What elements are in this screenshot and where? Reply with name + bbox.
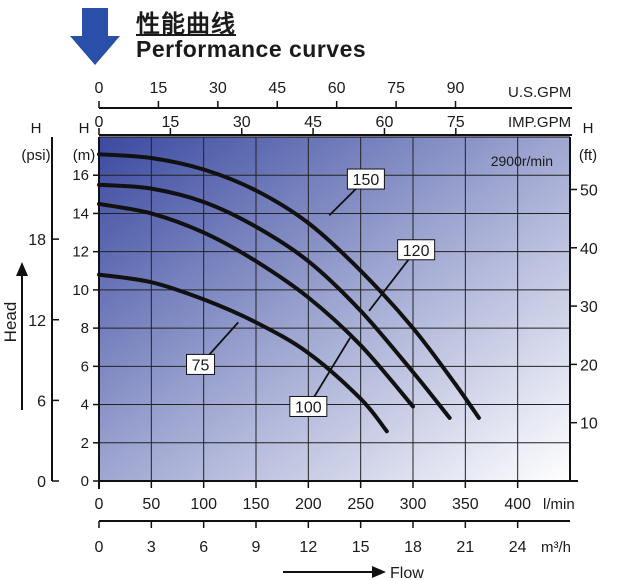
chart-title-cn: 性能曲线 — [136, 11, 236, 38]
x-tick-label-usgpm: 30 — [209, 80, 227, 97]
x-tick-label-m3h: 21 — [456, 539, 474, 556]
x-tick-label-m3h: 0 — [95, 539, 104, 556]
x-axis-m3h-unit: m³/h — [541, 539, 571, 556]
y-tick-label-psi: 0 — [37, 474, 46, 491]
y-tick-label-psi: 6 — [37, 393, 46, 410]
y-tick-label-m: 8 — [81, 320, 89, 337]
y-tick-label-m: 14 — [72, 205, 89, 222]
curve-150 — [97, 152, 481, 420]
y-tick-label-m: 16 — [72, 167, 89, 184]
curve-label-box-75 — [186, 353, 216, 375]
y-axis-head-label: Head — [1, 302, 20, 343]
y-axis-m-title-top: H — [79, 120, 90, 137]
y-tick-label-ft: 20 — [580, 357, 598, 374]
y-axis-m-title: (m) — [73, 147, 96, 164]
curve-label-box-150 — [346, 168, 385, 190]
y-tick-label-m: 12 — [72, 244, 89, 261]
x-tick-label-impgpm: 0 — [95, 114, 104, 131]
x-tick-label-lmin: 200 — [295, 496, 322, 513]
x-tick-label-lmin: 400 — [504, 496, 531, 513]
x-tick-label-impgpm: 60 — [376, 114, 394, 131]
chart-title-en: Performance curves — [136, 36, 367, 62]
x-tick-label-m3h: 15 — [352, 539, 370, 556]
x-tick-label-lmin: 100 — [190, 496, 217, 513]
head-arrow-icon — [16, 262, 28, 276]
y-tick-label-m: 10 — [72, 282, 89, 299]
x-tick-label-usgpm: 75 — [387, 80, 405, 97]
x-tick-label-lmin: 150 — [243, 496, 270, 513]
flow-arrow-icon — [372, 566, 386, 578]
y-axis-psi-title: (psi) — [21, 147, 50, 164]
leader-line-100 — [307, 337, 351, 407]
y-tick-label-ft: 30 — [580, 299, 598, 316]
x-tick-label-usgpm: 0 — [95, 80, 104, 97]
curve-label-100: 100 — [295, 399, 322, 416]
x-axis-usgpm-unit: U.S.GPM — [508, 84, 571, 101]
down-arrow-shape — [70, 8, 120, 65]
x-tick-label-lmin: 300 — [400, 496, 427, 513]
x-tick-label-usgpm: 15 — [150, 80, 168, 97]
y-axis-psi-title-top: H — [31, 120, 42, 137]
x-tick-label-lmin: 0 — [95, 496, 104, 513]
y-axis-ft-title-top: H — [583, 120, 594, 137]
curve-120 — [97, 182, 452, 420]
curve-75 — [97, 272, 389, 434]
y-tick-label-m: 6 — [81, 358, 89, 375]
y-axis-ft-title: (ft) — [579, 147, 597, 164]
x-tick-label-lmin: 350 — [452, 496, 479, 513]
speed-label: 2900r/min — [491, 153, 553, 169]
x-tick-label-usgpm: 90 — [447, 80, 465, 97]
x-tick-label-impgpm: 30 — [233, 114, 251, 131]
x-tick-label-m3h: 12 — [299, 539, 317, 556]
y-tick-label-m: 2 — [81, 435, 89, 452]
y-tick-label-ft: 50 — [580, 182, 598, 199]
curve-100 — [97, 201, 415, 409]
x-tick-label-usgpm: 45 — [268, 80, 286, 97]
x-tick-label-impgpm: 75 — [447, 114, 465, 131]
curve-label-150: 150 — [353, 172, 380, 189]
x-tick-label-lmin: 250 — [347, 496, 374, 513]
x-tick-label-impgpm: 45 — [304, 114, 322, 131]
curve-label-120: 120 — [403, 243, 430, 260]
x-tick-label-m3h: 6 — [199, 539, 208, 556]
y-tick-label-m: 4 — [81, 397, 89, 414]
x-tick-label-impgpm: 15 — [161, 114, 179, 131]
curve-label-75: 75 — [192, 357, 210, 374]
curve-label-box-100 — [289, 395, 328, 417]
x-tick-label-m3h: 3 — [147, 539, 156, 556]
x-tick-label-m3h: 9 — [252, 539, 261, 556]
y-tick-label-psi: 12 — [28, 313, 46, 330]
x-axis-lmin-unit: l/min — [543, 496, 575, 513]
x-tick-label-lmin: 50 — [142, 496, 160, 513]
down-arrow-icon — [68, 8, 122, 71]
y-tick-label-ft: 10 — [580, 416, 598, 433]
x-tick-label-m3h: 18 — [404, 539, 422, 556]
x-axis-flow-label: Flow — [390, 565, 424, 580]
x-axis-impgpm-unit: IMP.GPM — [508, 114, 571, 131]
y-tick-label-psi: 18 — [28, 232, 46, 249]
x-tick-label-usgpm: 60 — [328, 80, 346, 97]
plot-background — [99, 137, 570, 481]
curve-label-box-120 — [397, 239, 436, 261]
y-tick-label-ft: 40 — [580, 241, 598, 258]
x-tick-label-m3h: 24 — [509, 539, 527, 556]
y-tick-label-m: 0 — [81, 473, 89, 490]
